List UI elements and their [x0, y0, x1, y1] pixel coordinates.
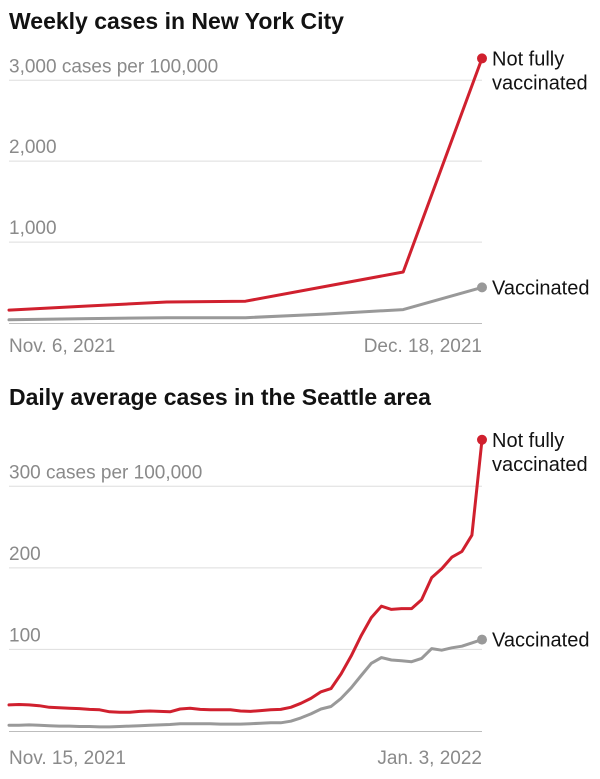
series-end-label: Not fully vaccinated — [492, 430, 588, 476]
series-line-vaccinated — [7, 285, 484, 322]
y-tick-label: 1,000 — [9, 218, 57, 239]
x-tick-label: Jan. 3, 2022 — [377, 748, 482, 769]
y-tick-label: 100 — [9, 625, 41, 646]
series-end-point — [477, 53, 487, 64]
series-end-label: Vaccinated — [492, 630, 589, 652]
x-tick-label: Nov. 6, 2021 — [9, 336, 115, 357]
series-line-not-fully-vaccinated — [7, 56, 484, 312]
series-end-label: Not fully vaccinated — [492, 48, 588, 94]
y-tick-label: 2,000 — [9, 137, 57, 158]
x-tick-label: Nov. 15, 2021 — [9, 748, 126, 769]
series-end-label: Vaccinated — [492, 277, 589, 299]
y-tick-label: 200 — [9, 544, 41, 565]
chart-title: Weekly cases in New York City — [9, 8, 344, 34]
nyc-weekly-cases-chart: Weekly cases in New York City 1,000 2,000… — [7, 8, 589, 357]
y-tick-label: 300 cases per 100,000 — [9, 462, 202, 483]
series-line-vaccinated — [7, 638, 484, 729]
series-end-point — [477, 634, 487, 645]
x-tick-label: Dec. 18, 2021 — [364, 336, 482, 357]
series-end-point — [477, 434, 487, 445]
seattle-daily-cases-chart: Daily average cases in the Seattle area … — [7, 384, 589, 769]
y-tick-label: 3,000 cases per 100,000 — [9, 56, 218, 77]
series-line-not-fully-vaccinated — [7, 438, 484, 714]
series-end-point — [477, 282, 487, 293]
chart-title: Daily average cases in the Seattle area — [9, 384, 431, 410]
